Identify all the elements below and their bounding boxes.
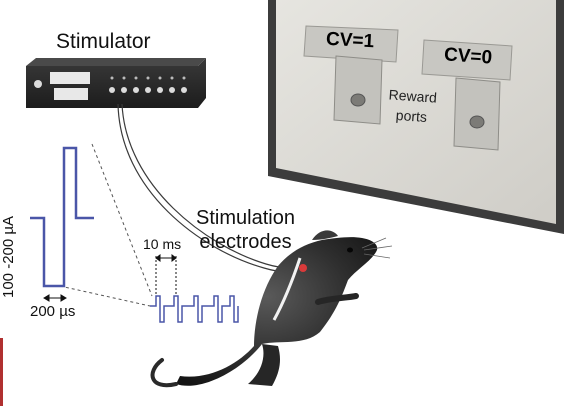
reward-port-cv0 xyxy=(453,77,501,151)
reward-ports-label-line2: ports xyxy=(395,106,428,126)
biphasic-pulse-waveform xyxy=(30,146,94,288)
stimulation-electrodes-label: Stimulation electrodes xyxy=(196,206,295,254)
cv1-tag xyxy=(303,25,399,63)
pulse-width-arrow xyxy=(43,294,67,302)
cv0-label: CV=0 xyxy=(443,44,493,69)
electrode-implant xyxy=(299,264,307,272)
edge-strip xyxy=(0,338,3,406)
zoom-guide-lines xyxy=(59,143,153,307)
reward-ports-label: Reward ports xyxy=(387,84,438,127)
pulse-width-label: 200 µs xyxy=(30,303,76,320)
cv1-label: CV=1 xyxy=(325,28,375,53)
stimulator-label: Stimulator xyxy=(56,30,151,53)
stimulation-electrodes-label-line1: Stimulation xyxy=(196,207,295,229)
cv0-tag xyxy=(421,39,513,81)
pulse-train-waveform xyxy=(150,295,239,323)
amplitude-label: 100 -200 µA xyxy=(0,215,17,298)
interval-label: 10 ms xyxy=(143,236,182,252)
stimulator-device xyxy=(26,58,206,108)
interval-marker xyxy=(155,254,177,294)
rat-illustration xyxy=(150,230,393,388)
reward-ports-label-line1: Reward xyxy=(388,86,438,106)
stimulation-electrodes-label-line2: electrodes xyxy=(199,231,292,253)
reward-port-cv1 xyxy=(333,55,383,125)
